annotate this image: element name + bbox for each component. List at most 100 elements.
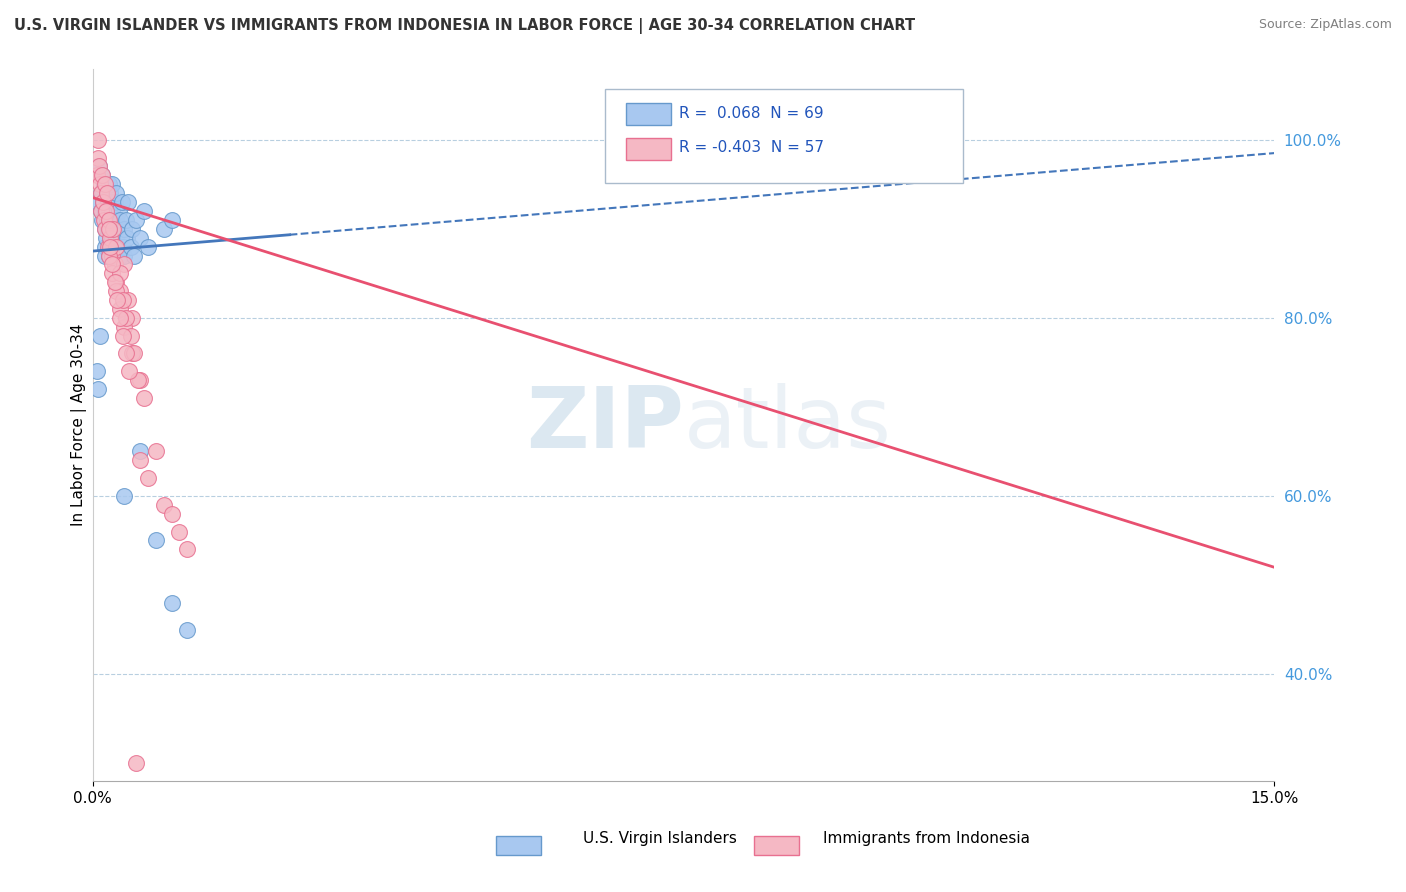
Point: [152, 222, 174, 236]
Point: [93, 239, 115, 253]
Point: [125, 213, 148, 227]
Point: [104, 248, 127, 262]
Point: [110, 213, 132, 227]
Point: [96, 186, 118, 201]
Point: [91, 195, 114, 210]
Point: [97, 213, 120, 227]
Point: [112, 489, 135, 503]
Point: [136, 239, 159, 253]
Point: [176, 542, 198, 557]
Point: [101, 178, 124, 192]
Point: [100, 248, 122, 262]
Point: [103, 222, 125, 236]
Point: [94, 248, 117, 262]
Point: [127, 373, 149, 387]
Point: [90, 204, 112, 219]
Point: [89, 328, 111, 343]
Y-axis label: In Labor Force | Age 30-34: In Labor Force | Age 30-34: [72, 324, 87, 526]
Text: U.S. Virgin Islanders: U.S. Virgin Islanders: [583, 831, 737, 846]
Point: [117, 293, 139, 307]
Point: [97, 222, 120, 236]
Point: [112, 222, 135, 236]
Point: [91, 169, 114, 183]
Point: [98, 204, 121, 219]
Point: [108, 248, 131, 262]
Point: [100, 248, 122, 262]
Point: [94, 222, 117, 236]
Point: [104, 257, 127, 271]
Point: [112, 257, 135, 271]
Point: [98, 186, 121, 201]
Point: [97, 222, 120, 236]
Point: [101, 204, 124, 219]
Point: [129, 444, 152, 458]
Point: [110, 266, 132, 280]
Point: [115, 213, 138, 227]
Point: [90, 204, 112, 219]
Point: [87, 160, 110, 174]
Point: [121, 346, 143, 360]
Point: [98, 222, 121, 236]
Point: [129, 230, 152, 244]
Point: [90, 186, 112, 201]
Point: [169, 524, 191, 539]
Point: [94, 204, 117, 219]
Point: [115, 230, 138, 244]
Text: U.S. VIRGIN ISLANDER VS IMMIGRANTS FROM INDONESIA IN LABOR FORCE | AGE 30-34 COR: U.S. VIRGIN ISLANDER VS IMMIGRANTS FROM …: [14, 18, 915, 34]
Point: [101, 257, 124, 271]
Point: [105, 186, 128, 201]
Point: [104, 195, 127, 210]
Point: [110, 284, 132, 298]
Point: [105, 230, 128, 244]
Point: [91, 169, 114, 183]
Point: [105, 284, 128, 298]
Point: [97, 239, 120, 253]
Point: [129, 373, 152, 387]
Point: [105, 293, 128, 307]
Point: [129, 453, 152, 467]
Point: [122, 346, 145, 360]
Point: [96, 204, 118, 219]
Point: [96, 230, 118, 244]
Point: [103, 222, 125, 236]
Point: [104, 275, 127, 289]
Point: [108, 310, 131, 325]
Point: [120, 328, 142, 343]
Point: [132, 204, 155, 219]
Point: [96, 186, 118, 201]
Point: [86, 169, 108, 183]
Point: [105, 239, 128, 253]
Text: atlas: atlas: [683, 384, 891, 467]
Point: [87, 160, 110, 174]
Point: [93, 222, 115, 236]
Text: Immigrants from Indonesia: Immigrants from Indonesia: [823, 831, 1029, 846]
Point: [115, 346, 138, 360]
Point: [91, 195, 114, 210]
Point: [111, 293, 134, 307]
Point: [97, 178, 120, 192]
Point: [110, 301, 132, 316]
Point: [104, 213, 127, 227]
Text: R =  0.068  N = 69: R = 0.068 N = 69: [679, 106, 824, 120]
Point: [98, 230, 121, 244]
Point: [86, 195, 108, 210]
Point: [176, 623, 198, 637]
Point: [86, 364, 108, 378]
Point: [87, 133, 110, 147]
Point: [111, 239, 134, 253]
Point: [145, 444, 167, 458]
Point: [145, 533, 167, 548]
Point: [115, 310, 138, 325]
Point: [122, 248, 145, 262]
Point: [93, 178, 115, 192]
Point: [160, 507, 183, 521]
Point: [117, 195, 139, 210]
Text: ZIP: ZIP: [526, 384, 683, 467]
Point: [118, 364, 141, 378]
Point: [110, 230, 132, 244]
Point: [91, 213, 114, 227]
Point: [160, 596, 183, 610]
Point: [100, 239, 122, 253]
Point: [98, 248, 121, 262]
Point: [98, 239, 121, 253]
